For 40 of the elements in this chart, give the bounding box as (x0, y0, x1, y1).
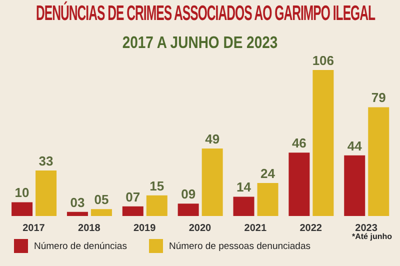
data-label: 49 (205, 132, 220, 147)
bar (257, 182, 278, 216)
x-tick-label: 2021 (244, 223, 267, 234)
bar (202, 148, 223, 216)
x-tick-label: 2018 (78, 223, 101, 234)
data-label: 106 (312, 53, 334, 68)
data-label: 46 (292, 136, 306, 151)
data-label: 15 (150, 178, 164, 194)
data-label: 33 (38, 154, 54, 169)
legend-label: Número de pessoas denunciadas (168, 240, 310, 252)
x-tick-label: 2019 (133, 223, 156, 234)
bar (90, 209, 112, 216)
bar (368, 107, 390, 216)
data-label: 14 (236, 180, 252, 195)
bar (288, 152, 310, 216)
bar (122, 206, 144, 216)
bar (178, 204, 199, 216)
x-tick-label: 2022 (300, 223, 322, 234)
x-tick-label: 2023 (355, 223, 378, 234)
data-label: 07 (126, 189, 140, 204)
chart-subtitle: 2017 A JUNHO DE 2023 (121, 32, 279, 52)
bar (312, 70, 334, 216)
bar (233, 196, 254, 216)
data-label: 05 (94, 192, 109, 208)
data-label: 03 (70, 194, 85, 210)
bar (12, 202, 33, 216)
data-label: 24 (260, 166, 276, 181)
bar (66, 212, 88, 216)
data-label: 09 (181, 186, 196, 202)
data-label: 79 (371, 90, 386, 106)
bar (36, 170, 57, 216)
x-tick-label: 2017 (22, 223, 46, 234)
legend-label: Número de denúncias (34, 240, 127, 252)
bar (344, 155, 366, 216)
x-tick-label: 2020 (188, 223, 212, 234)
text: *Até junho (352, 232, 392, 241)
bar (146, 195, 168, 216)
data-label: 44 (347, 138, 363, 154)
chart-title: DENÚNCIAS DE CRIMES ASSOCIADOS AO GARIMPO ILEGAL (36, 2, 376, 26)
data-label: 10 (14, 185, 30, 200)
